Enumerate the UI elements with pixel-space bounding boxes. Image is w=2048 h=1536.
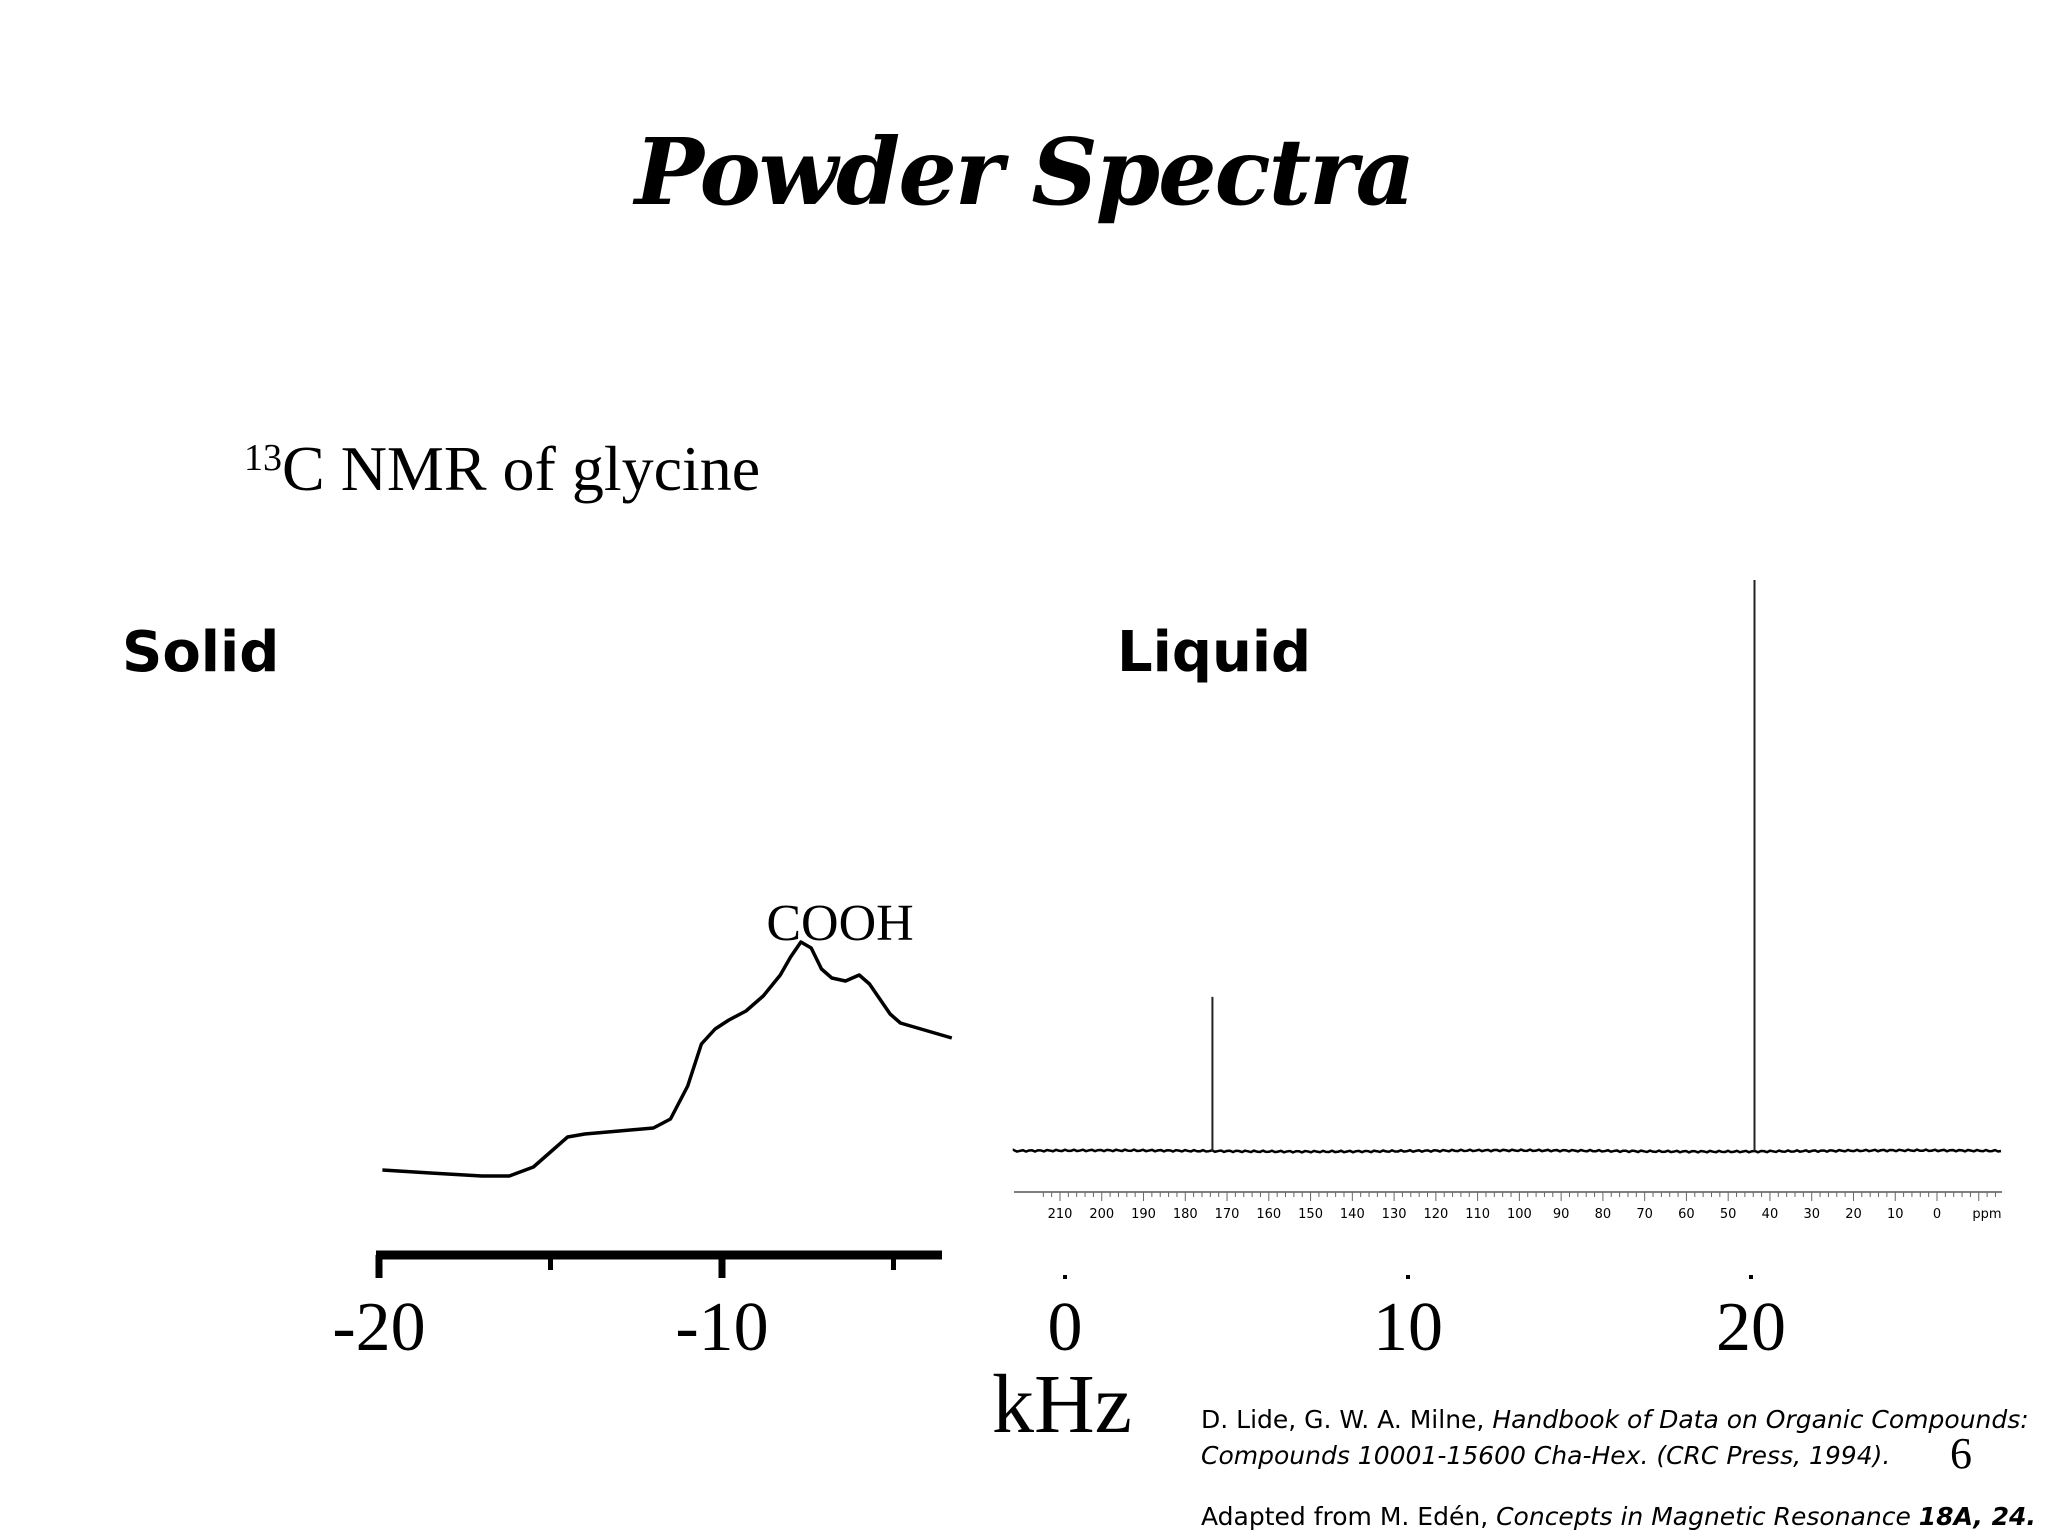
ppm-axis-minor-ticks <box>1042 1192 1996 1201</box>
ppm-tick-label: 20 <box>1845 1207 1862 1222</box>
ppm-tick-label: 10 <box>1887 1207 1904 1222</box>
khz-axis-label: kHz <box>992 1358 1132 1451</box>
khz-axis-ticks <box>375 1255 1753 1279</box>
citation-lide-line-1: D. Lide, G. W. A. Milne, Handbook of Dat… <box>1201 1405 2029 1434</box>
ppm-tick-label: 100 <box>1507 1207 1532 1222</box>
ppm-axis-tick-labels: 210 200 190 180 170 160 150 140 130 120 110 100 90 80… <box>1048 1207 2002 1222</box>
citation-authors: D. Lide, G. W. A. Milne, <box>1201 1405 1493 1434</box>
citation-lide-line-2: Compounds 10001-15600 Cha-Hex. (CRC Pres… <box>1201 1441 1890 1470</box>
liquid-panel-label: Liquid <box>1117 620 1312 685</box>
liquid-spectrum-baseline <box>1012 1148 2002 1154</box>
ppm-tick-label: 200 <box>1089 1207 1114 1222</box>
ppm-tick-label: 40 <box>1762 1207 1779 1222</box>
ppm-tick-label: 70 <box>1636 1207 1653 1222</box>
citation-book-title: Handbook of Data on Organic Compounds: <box>1492 1405 2029 1434</box>
liquid-spectrum-plot: 210 200 190 180 170 160 150 140 130 120 110 100 90 80… <box>1012 580 2002 1222</box>
subtitle-text: C NMR of glycine <box>282 433 761 504</box>
khz-tick-label: -10 <box>675 1289 768 1366</box>
ppm-tick-label: 130 <box>1382 1207 1407 1222</box>
liquid-spectrum-peaks <box>1211 580 1756 1151</box>
slide-title: Powder Spectra <box>634 118 1416 226</box>
slide-number: 6 <box>1950 1429 1972 1478</box>
khz-tick-label: 0 <box>1048 1289 1083 1366</box>
khz-tick-label: -20 <box>332 1289 425 1366</box>
ppm-tick-label: 30 <box>1803 1207 1820 1222</box>
ppm-tick-label: 60 <box>1678 1207 1695 1222</box>
khz-tick-label: 10 <box>1373 1289 1443 1366</box>
ppm-tick-label: 0 <box>1933 1207 1941 1222</box>
ppm-unit-label: ppm <box>1972 1207 2001 1222</box>
cooh-peak-annotation: COOH <box>766 895 913 952</box>
ppm-tick-label: 190 <box>1131 1207 1156 1222</box>
solid-spectrum-plot: COOH -20 -10 0 10 20 kHz <box>332 895 1786 1451</box>
ppm-tick-label: 210 <box>1048 1207 1073 1222</box>
ppm-tick-label: 80 <box>1595 1207 1612 1222</box>
ppm-tick-label: 160 <box>1256 1207 1281 1222</box>
solid-panel-label: Solid <box>122 620 280 685</box>
citation-eden-author: Adapted from M. Edén, <box>1201 1502 1497 1531</box>
khz-axis-tick-labels: -20 -10 0 10 20 <box>332 1289 1786 1366</box>
isotope-superscript: 13 <box>244 437 282 479</box>
chart-subtitle: 13C NMR of glycine <box>244 432 760 506</box>
citation-journal: Concepts in Magnetic Resonance <box>1496 1502 1919 1531</box>
citation-volume: 18A, 24. <box>1918 1502 2036 1531</box>
ppm-tick-label: 170 <box>1215 1207 1240 1222</box>
ppm-tick-label: 150 <box>1298 1207 1323 1222</box>
ppm-tick-label: 120 <box>1423 1207 1448 1222</box>
ppm-tick-label: 180 <box>1173 1207 1198 1222</box>
ppm-tick-label: 140 <box>1340 1207 1365 1222</box>
ppm-tick-label: 90 <box>1553 1207 1570 1222</box>
ppm-tick-label: 110 <box>1465 1207 1490 1222</box>
citation-eden: Adapted from M. Edén, Concepts in Magnet… <box>1201 1502 2036 1531</box>
citation-book-details: Compounds 10001-15600 Cha-Hex. (CRC Pres… <box>1201 1441 1891 1470</box>
khz-tick-label: 20 <box>1716 1289 1786 1366</box>
solid-spectrum-line <box>382 940 953 1178</box>
ppm-tick-label: 50 <box>1720 1207 1737 1222</box>
